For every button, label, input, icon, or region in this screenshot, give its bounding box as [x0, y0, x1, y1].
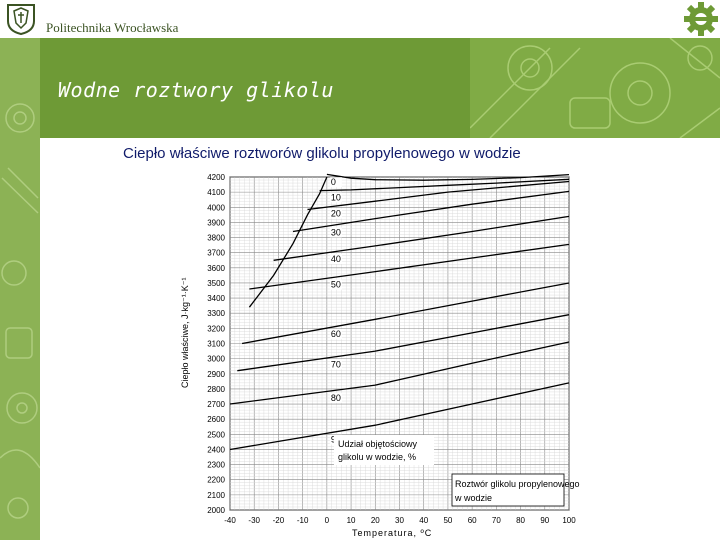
series-label-bg [329, 329, 342, 340]
title-band-pattern [470, 38, 720, 138]
series-label-10: 10 [331, 192, 341, 202]
series-line-70 [237, 314, 570, 372]
gear-icon [684, 2, 718, 36]
x-tick-label: -40 [224, 516, 236, 525]
specific-heat-chart: 4200410040003900380037003600350034003300… [180, 173, 580, 538]
series-label-bg [329, 177, 342, 188]
university-name: Politechnika Wrocławska [46, 20, 179, 35]
y-axis-label: Ciepło właściwe, J·kg⁻¹·K⁻¹ [180, 277, 190, 388]
y-tick-label: 2300 [207, 461, 225, 470]
legend-title-box [334, 435, 434, 465]
series-label-bg [329, 227, 342, 238]
y-tick-label: 2900 [207, 370, 225, 379]
x-tick-label: 100 [562, 516, 576, 525]
x-tick-labels: -40 -30 -20 -10 0 10 20 30 40 50 60 70 80 90 100 [224, 516, 576, 525]
series-label-bg [329, 392, 342, 403]
y-tick-label: 2400 [207, 445, 225, 454]
series-label-80: 80 [331, 393, 341, 403]
series-label-70: 70 [331, 359, 341, 369]
y-tick-label: 3100 [207, 340, 225, 349]
machine-parts-pattern [0, 103, 41, 519]
y-tick-label: 3400 [207, 294, 225, 303]
series-label-0: 0 [331, 177, 336, 187]
note-box-line-2: w wodzie [454, 493, 492, 503]
note-box-line-1: Roztwór glikolu propylenowego [455, 479, 580, 489]
x-tick-label: 50 [443, 516, 452, 525]
y-tick-label: 3900 [207, 218, 225, 227]
series-label-50: 50 [331, 280, 341, 290]
series-label-20: 20 [331, 209, 341, 219]
x-tick-label: 80 [516, 516, 525, 525]
slide-title: Wodne roztwory glikolu [58, 78, 334, 102]
y-tick-label: 3700 [207, 249, 225, 258]
x-tick-label: -30 [248, 516, 260, 525]
y-tick-label: 4000 [207, 203, 225, 212]
series-label-30: 30 [331, 227, 341, 237]
y-tick-label: 2700 [207, 400, 225, 409]
x-tick-label: 10 [347, 516, 356, 525]
y-tick-label: 3600 [207, 264, 225, 273]
series-line-60 [241, 282, 570, 345]
series-lines [229, 173, 570, 451]
x-tick-label: 90 [540, 516, 549, 525]
y-tick-label: 3500 [207, 279, 225, 288]
legend-title-line-2: glikolu w wodzie, % [338, 452, 416, 462]
x-tick-label: 60 [468, 516, 477, 525]
series-line-40 [273, 215, 570, 261]
series-line-50 [249, 243, 570, 290]
y-tick-label: 2000 [207, 506, 225, 515]
y-tick-label: 3800 [207, 234, 225, 243]
x-tick-label: 30 [395, 516, 404, 525]
y-tick-label: 4200 [207, 173, 225, 182]
x-tick-label: -20 [273, 516, 285, 525]
x-tick-label: 0 [325, 516, 330, 525]
series-label-bg [329, 359, 342, 370]
x-tick-label: 70 [492, 516, 501, 525]
series-line-10 [319, 178, 570, 192]
header-bar: Politechnika Wrocławska [0, 0, 720, 38]
series-line-80 [229, 341, 570, 405]
y-tick-label: 2600 [207, 415, 225, 424]
y-tick-label: 2100 [207, 491, 225, 500]
y-tick-label: 2200 [207, 476, 225, 485]
legend-title-line-1: Udział objętościowy [338, 439, 418, 449]
university-crest-icon [7, 4, 35, 35]
series-line-30 [292, 190, 570, 233]
series-line-20 [307, 180, 570, 211]
x-tick-label: -10 [297, 516, 309, 525]
x-tick-label: 20 [371, 516, 380, 525]
series-line-0 [326, 173, 570, 181]
y-tick-label: 3000 [207, 355, 225, 364]
y-tick-label: 4100 [207, 188, 225, 197]
series-label-bg [329, 279, 342, 290]
chart-title: Ciepło właściwe roztworów glikolu propyl… [123, 145, 521, 162]
y-tick-label: 2500 [207, 430, 225, 439]
y-tick-labels: 4200 4100 4000 3900 3800 3700 3600 3500 3400 3300… [207, 173, 225, 515]
series-label-40: 40 [331, 254, 341, 264]
x-tick-label: 40 [419, 516, 428, 525]
y-tick-label: 2800 [207, 385, 225, 394]
series-label-bg [329, 192, 342, 203]
series-label-bg [329, 254, 342, 265]
series-line-90 [229, 382, 570, 451]
y-tick-label: 3300 [207, 309, 225, 318]
series-label-60: 60 [331, 329, 341, 339]
note-box [451, 473, 565, 507]
left-decor-strip [0, 38, 41, 540]
x-axis-label: Temperatura, ºC [352, 528, 432, 538]
y-tick-label: 3200 [207, 324, 225, 333]
series-label-bg [329, 208, 342, 219]
